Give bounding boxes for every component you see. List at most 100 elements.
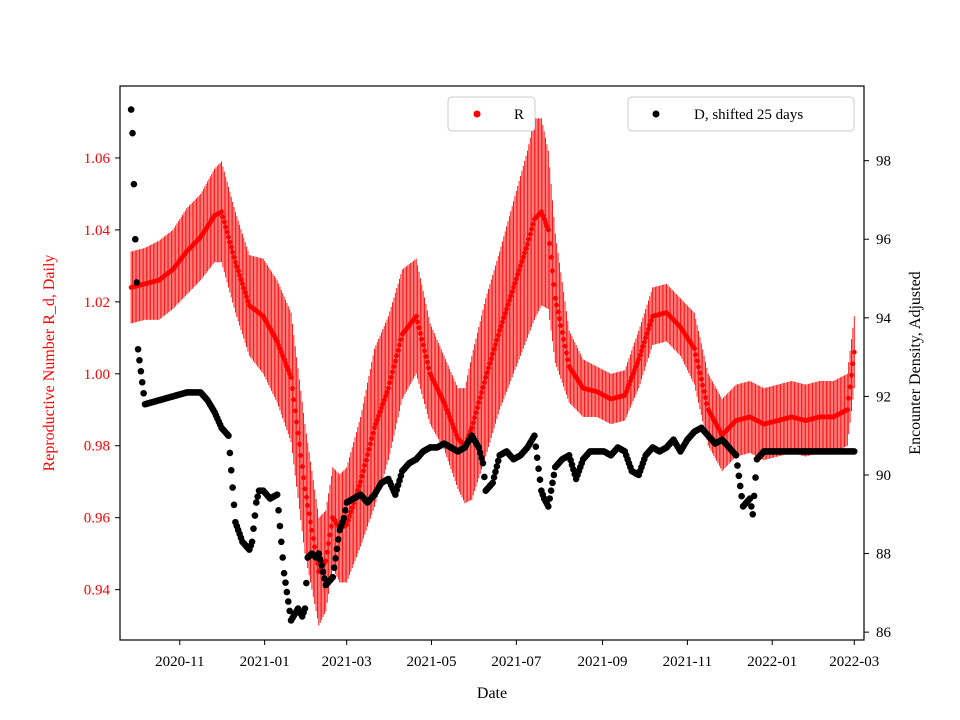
r-point <box>397 342 402 348</box>
r-point <box>395 348 401 353</box>
y-right-tick-label: 92 <box>876 389 891 405</box>
x-tick-label: 2020-11 <box>155 654 204 670</box>
r-point <box>529 226 535 232</box>
r-point <box>370 430 376 436</box>
r-point <box>502 310 508 316</box>
r-point <box>398 337 404 343</box>
r-point <box>302 486 308 492</box>
r-point <box>448 418 454 423</box>
r-point <box>226 234 231 240</box>
r-point <box>477 395 483 400</box>
r-point <box>344 522 350 528</box>
r-point <box>237 272 242 278</box>
r-point <box>644 331 650 336</box>
d-point <box>736 482 744 490</box>
d-point <box>229 484 236 491</box>
r-point <box>227 239 233 245</box>
r-point <box>636 357 642 362</box>
r-point <box>244 294 249 300</box>
r-point <box>473 410 479 416</box>
d-point <box>319 568 327 576</box>
d-point <box>301 605 309 612</box>
r-point <box>242 290 248 295</box>
r-point <box>476 400 482 405</box>
y-axis-right-title: Encounter Density, Adjusted <box>907 271 924 454</box>
d-point <box>494 457 502 465</box>
d-point <box>850 448 858 455</box>
r-point <box>474 405 480 411</box>
y-left-tick-label: 1.04 <box>84 223 111 239</box>
r-point <box>470 420 476 426</box>
r-point <box>379 405 384 411</box>
x-tick-label: 2021-03 <box>322 654 372 670</box>
r-point <box>488 356 494 362</box>
r-point <box>281 357 287 362</box>
r-point <box>274 339 280 344</box>
r-point <box>519 259 525 264</box>
d-point <box>479 459 487 467</box>
r-point <box>544 223 550 229</box>
r-point <box>634 360 640 366</box>
r-point <box>643 335 649 341</box>
r-point <box>516 267 522 273</box>
d-point <box>531 432 538 439</box>
r-point <box>479 390 484 395</box>
r-point <box>359 473 365 479</box>
r-point <box>380 401 386 407</box>
r-point <box>547 241 553 246</box>
d-point <box>333 545 341 553</box>
r-point <box>391 364 397 369</box>
d-point <box>138 378 146 386</box>
r-point <box>348 509 354 515</box>
d-point <box>315 550 323 557</box>
r-point <box>388 374 394 380</box>
y-right-tick-label: 98 <box>876 154 891 170</box>
d-point <box>130 180 138 188</box>
y-left-tick-label: 0.98 <box>84 439 110 455</box>
r-point <box>639 348 644 354</box>
r-point <box>622 392 628 398</box>
r-point <box>850 361 856 367</box>
x-tick-label: 2021-09 <box>578 654 628 670</box>
r-point <box>219 209 224 215</box>
r-point <box>525 241 530 247</box>
r-point <box>245 298 251 304</box>
d-point <box>549 479 556 487</box>
r-point <box>513 276 519 282</box>
r-point <box>369 436 375 441</box>
d-point <box>492 468 499 476</box>
r-point <box>291 397 297 403</box>
d-point <box>545 503 552 510</box>
r-point <box>561 336 567 342</box>
r-point <box>646 326 651 332</box>
r-point <box>557 316 562 322</box>
d-point <box>547 487 555 494</box>
r-point <box>228 244 234 250</box>
r-point <box>545 227 551 233</box>
r-point <box>490 351 496 357</box>
y-left-tick-label: 0.94 <box>84 583 111 599</box>
d-point <box>341 507 349 514</box>
r-point <box>280 353 286 359</box>
r-point <box>231 254 237 260</box>
r-point <box>230 249 236 255</box>
d-point <box>493 463 501 470</box>
r-point <box>648 318 654 323</box>
r-point <box>349 505 355 511</box>
r-point <box>562 343 568 349</box>
r-point <box>637 352 643 358</box>
r-point <box>626 382 632 387</box>
d-point <box>332 554 339 562</box>
d-point <box>227 466 235 474</box>
r-point <box>394 353 400 359</box>
r-point <box>373 421 379 427</box>
x-axis: 2020-11 2021-01 2021-03 2021-05 2021-07 2021-… <box>155 640 879 670</box>
d-point <box>137 367 145 375</box>
r-point <box>223 224 229 230</box>
d-point <box>335 536 342 543</box>
r-point <box>426 365 432 371</box>
d-point <box>279 554 287 561</box>
r-point <box>494 337 500 343</box>
r-point <box>696 364 701 370</box>
r-point <box>565 357 571 363</box>
